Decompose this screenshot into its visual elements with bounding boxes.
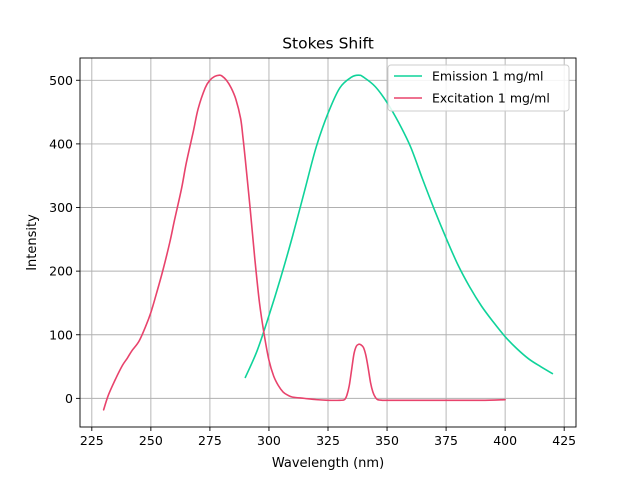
chart-title: Stokes Shift	[282, 35, 374, 53]
y-tick-label: 300	[49, 200, 73, 215]
y-tick-label: 500	[49, 73, 73, 88]
x-tick-label: 375	[434, 433, 458, 448]
legend-label-excitation: Excitation 1 mg/ml	[432, 91, 550, 106]
x-tick-label: 300	[257, 433, 281, 448]
legend: Emission 1 mg/ml Excitation 1 mg/ml	[387, 64, 570, 112]
x-tick-label: 275	[198, 433, 222, 448]
legend-box	[387, 64, 570, 112]
y-tick-label: 0	[65, 391, 73, 406]
x-tick-label: 250	[139, 433, 163, 448]
ticks: 225 250 275 300 325 350 375 400 425 0 100 200 300 400…	[49, 73, 576, 448]
y-tick-label: 200	[49, 264, 73, 279]
x-axis-label: Wavelength (nm)	[272, 456, 384, 471]
series-line-excitation	[102, 74, 506, 411]
x-tick-label: 425	[552, 433, 576, 448]
series-layer	[102, 74, 554, 411]
x-tick-label: 225	[80, 433, 104, 448]
y-tick-label: 100	[49, 327, 73, 342]
x-tick-label: 400	[493, 433, 517, 448]
y-axis-label: Intensity	[25, 214, 40, 271]
legend-label-emission: Emission 1 mg/ml	[432, 69, 544, 84]
x-tick-label: 325	[316, 433, 340, 448]
y-tick-label: 400	[49, 136, 73, 151]
x-tick-label: 350	[375, 433, 399, 448]
series-line-emission	[244, 74, 554, 379]
